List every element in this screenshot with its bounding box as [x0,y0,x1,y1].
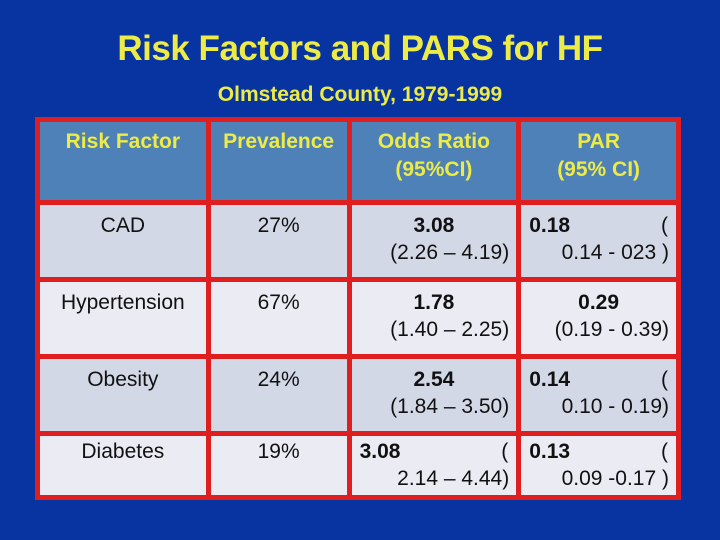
odds-ratio-ci: (1.40 – 2.25) [390,318,510,341]
par-open-paren: ( [661,368,668,391]
par-value: 0.18 [529,214,571,237]
cell-prevalence: 27% [210,205,347,277]
cell-prevalence: 19% [210,436,347,495]
odds-ratio-ci: (2.26 – 4.19) [390,241,510,264]
header-line1: PAR [577,130,620,153]
par-open-paren: ( [661,214,668,237]
par-value: 0.13 [529,440,571,463]
cell-prevalence: 67% [210,282,347,354]
cell-odds-ratio: 3.08 ( 2.14 – 4.44) [351,436,517,495]
cell-odds-ratio: 3.08 (2.26 – 4.19) [351,205,517,277]
cell-odds-ratio: 2.54 (1.84 – 3.50) [351,359,517,431]
par-ci: (0.19 - 0.39) [554,318,669,341]
cell-par: 0.14 ( 0.10 - 0.19) [521,359,676,431]
odds-ratio-value: 1.78 [413,291,455,314]
par-ci: 0.14 - 023 ) [561,241,669,264]
odds-ratio-open-paren: ( [501,440,509,463]
odds-ratio-ci: 2.14 – 4.44) [397,467,510,490]
header-line1: Risk Factor [65,130,181,153]
cell-risk-factor: Hypertension [40,282,206,354]
cell-par: 0.13 ( 0.09 -0.17 ) [521,436,676,495]
odds-ratio-ci: (1.84 – 3.50) [390,395,510,418]
par-ci: 0.09 -0.17 ) [561,467,669,490]
header-line2: (95%CI) [395,158,473,181]
header-line1: Prevalence [223,130,335,153]
odds-ratio-value: 2.54 [413,368,455,391]
header-odds-ratio: Odds Ratio (95%CI) [351,122,517,200]
par-open-paren: ( [661,440,668,463]
cell-par: 0.29 (0.19 - 0.39) [521,282,676,354]
slide-title: Risk Factors and PARS for HF [117,29,603,68]
cell-risk-factor: Diabetes [40,436,206,495]
odds-ratio-value: 3.08 [359,440,401,463]
header-prevalence: Prevalence [210,122,347,200]
cell-prevalence: 24% [210,359,347,431]
cell-odds-ratio: 1.78 (1.40 – 2.25) [351,282,517,354]
header-line1: Odds Ratio [377,130,490,153]
cell-par: 0.18 ( 0.14 - 023 ) [521,205,676,277]
par-value: 0.29 [578,291,620,314]
risk-factors-table: Risk Factor Prevalence Odds Ratio (95%CI… [35,117,681,500]
header-par: PAR (95% CI) [521,122,676,200]
cell-risk-factor: Obesity [40,359,206,431]
par-ci: 0.10 - 0.19) [561,395,669,418]
slide-subtitle: Olmstead County, 1979-1999 [217,83,503,106]
par-value: 0.14 [529,368,571,391]
cell-risk-factor: CAD [40,205,206,277]
odds-ratio-value: 3.08 [413,214,455,237]
header-risk-factor: Risk Factor [40,122,206,200]
header-line2: (95% CI) [557,158,641,181]
